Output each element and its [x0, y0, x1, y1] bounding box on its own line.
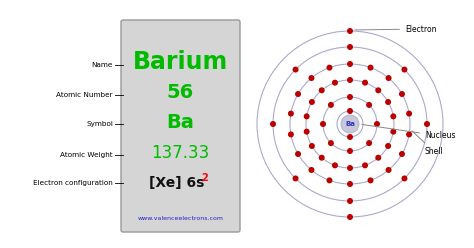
Circle shape — [362, 80, 368, 86]
Circle shape — [295, 151, 301, 157]
Text: Electron configuration: Electron configuration — [33, 180, 113, 186]
Circle shape — [375, 155, 381, 161]
Text: Ba: Ba — [345, 121, 355, 127]
Circle shape — [385, 167, 392, 173]
Text: [Xe] 6s: [Xe] 6s — [149, 176, 204, 190]
Circle shape — [401, 66, 408, 73]
Circle shape — [319, 87, 325, 93]
Text: Atomic Number: Atomic Number — [56, 92, 113, 98]
Circle shape — [309, 75, 314, 81]
Circle shape — [374, 121, 380, 127]
Circle shape — [270, 121, 276, 127]
Text: Ba: Ba — [166, 113, 194, 131]
Circle shape — [347, 94, 353, 100]
Circle shape — [341, 115, 359, 133]
Circle shape — [375, 87, 381, 93]
Circle shape — [347, 148, 353, 154]
Text: Atomic Weight: Atomic Weight — [60, 152, 113, 158]
Circle shape — [401, 175, 408, 182]
Circle shape — [304, 129, 310, 135]
Circle shape — [347, 28, 353, 34]
Circle shape — [309, 167, 314, 173]
Circle shape — [347, 108, 353, 114]
Circle shape — [406, 131, 412, 137]
Circle shape — [319, 155, 325, 161]
Circle shape — [347, 181, 353, 187]
Circle shape — [362, 162, 368, 168]
Circle shape — [385, 75, 392, 81]
Circle shape — [295, 91, 301, 97]
Text: Symbol: Symbol — [86, 121, 113, 127]
Circle shape — [304, 113, 310, 119]
Circle shape — [347, 44, 353, 50]
Circle shape — [332, 162, 338, 168]
Circle shape — [320, 121, 326, 127]
Text: Shell: Shell — [412, 131, 444, 156]
Circle shape — [347, 77, 353, 83]
Circle shape — [367, 177, 374, 183]
Circle shape — [366, 102, 372, 108]
FancyBboxPatch shape — [121, 20, 240, 232]
Circle shape — [385, 99, 391, 105]
Circle shape — [328, 140, 334, 146]
Circle shape — [390, 129, 396, 135]
Circle shape — [406, 111, 412, 117]
Text: Barium: Barium — [133, 50, 228, 74]
Circle shape — [367, 65, 374, 71]
Circle shape — [399, 91, 405, 97]
Circle shape — [327, 65, 332, 71]
Circle shape — [288, 131, 294, 137]
Text: 137.33: 137.33 — [151, 144, 210, 162]
Circle shape — [399, 151, 405, 157]
Circle shape — [309, 99, 315, 105]
Circle shape — [309, 143, 315, 149]
Circle shape — [292, 66, 299, 73]
Circle shape — [332, 80, 338, 86]
Circle shape — [347, 165, 353, 171]
Circle shape — [424, 121, 430, 127]
Text: Electron: Electron — [355, 25, 437, 33]
Circle shape — [292, 175, 299, 182]
Text: 56: 56 — [167, 84, 194, 102]
Circle shape — [347, 198, 353, 204]
Text: 2: 2 — [201, 173, 208, 183]
Text: Nucleus: Nucleus — [362, 124, 456, 141]
Circle shape — [385, 143, 391, 149]
Circle shape — [347, 134, 353, 140]
Circle shape — [328, 102, 334, 108]
Circle shape — [288, 111, 294, 117]
Circle shape — [390, 113, 396, 119]
Circle shape — [347, 61, 353, 67]
Text: Name: Name — [91, 62, 113, 68]
Text: www.valenceelectrons.com: www.valenceelectrons.com — [137, 216, 224, 220]
Circle shape — [347, 214, 353, 220]
Circle shape — [327, 177, 332, 183]
Circle shape — [366, 140, 372, 146]
